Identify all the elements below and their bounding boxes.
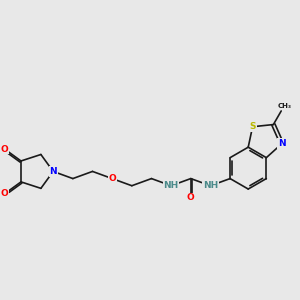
Text: O: O bbox=[187, 193, 195, 202]
Text: S: S bbox=[249, 122, 256, 131]
Text: NH: NH bbox=[203, 181, 218, 190]
Text: NH: NH bbox=[164, 181, 179, 190]
Text: O: O bbox=[108, 174, 116, 183]
Text: CH₃: CH₃ bbox=[277, 103, 291, 109]
Text: O: O bbox=[1, 145, 8, 154]
Text: O: O bbox=[1, 189, 8, 198]
Text: N: N bbox=[50, 167, 57, 176]
Text: N: N bbox=[278, 139, 286, 148]
